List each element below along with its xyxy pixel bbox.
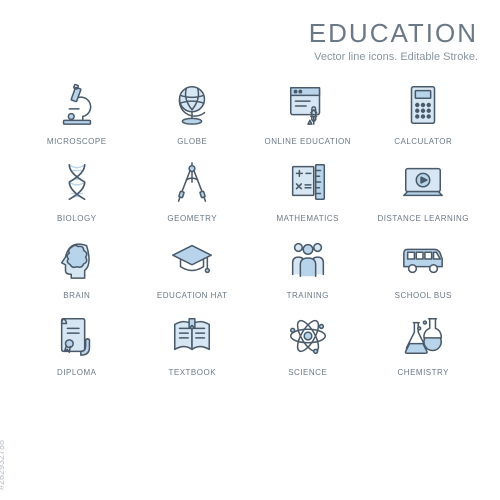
cell-textbook: TEXTBOOK <box>138 308 248 377</box>
label: MATHEMATICS <box>276 214 339 223</box>
label: SCIENCE <box>288 368 327 377</box>
biology-icon <box>49 154 105 210</box>
label: MICROSCOPE <box>47 137 107 146</box>
geometry-icon <box>164 154 220 210</box>
page-title: EDUCATION <box>22 18 478 49</box>
label: TEXTBOOK <box>168 368 216 377</box>
science-icon <box>280 308 336 364</box>
label: SCHOOL BUS <box>395 291 452 300</box>
watermark: #262932788 <box>0 440 6 490</box>
diploma-icon <box>49 308 105 364</box>
label: CHEMISTRY <box>398 368 449 377</box>
cell-globe: GLOBE <box>138 77 248 146</box>
microscope-icon <box>49 77 105 133</box>
cell-school-bus: SCHOOL BUS <box>369 231 479 300</box>
label: DISTANCE LEARNING <box>378 214 469 223</box>
cell-online-education: ONLINE EDUCATION <box>253 77 363 146</box>
icon-grid: MICROSCOPE GLOBE <box>22 77 478 377</box>
label: TRAINING <box>287 291 329 300</box>
mathematics-icon <box>280 154 336 210</box>
chemistry-icon <box>395 308 451 364</box>
cell-microscope: MICROSCOPE <box>22 77 132 146</box>
label: ONLINE EDUCATION <box>264 137 351 146</box>
cell-biology: BIOLOGY <box>22 154 132 223</box>
distance-learning-icon <box>395 154 451 210</box>
cell-science: SCIENCE <box>253 308 363 377</box>
cell-training: TRAINING <box>253 231 363 300</box>
header: EDUCATION Vector line icons. Editable St… <box>22 18 478 63</box>
training-icon <box>280 231 336 287</box>
label: CALCULATOR <box>394 137 452 146</box>
cell-calculator: CALCULATOR <box>369 77 479 146</box>
school-bus-icon <box>395 231 451 287</box>
cell-distance-learning: DISTANCE LEARNING <box>369 154 479 223</box>
online-education-icon <box>280 77 336 133</box>
cell-geometry: GEOMETRY <box>138 154 248 223</box>
cell-education-hat: EDUCATION HAT <box>138 231 248 300</box>
brain-icon <box>49 231 105 287</box>
textbook-icon <box>164 308 220 364</box>
cell-brain: BRAIN <box>22 231 132 300</box>
label: GEOMETRY <box>167 214 217 223</box>
page-subtitle: Vector line icons. Editable Stroke. <box>22 51 478 63</box>
cell-chemistry: CHEMISTRY <box>369 308 479 377</box>
calculator-icon <box>395 77 451 133</box>
cell-diploma: DIPLOMA <box>22 308 132 377</box>
label: DIPLOMA <box>57 368 97 377</box>
label: GLOBE <box>177 137 207 146</box>
label: BRAIN <box>63 291 90 300</box>
label: BIOLOGY <box>57 214 97 223</box>
cell-mathematics: MATHEMATICS <box>253 154 363 223</box>
globe-icon <box>164 77 220 133</box>
label: EDUCATION HAT <box>157 291 228 300</box>
education-hat-icon <box>164 231 220 287</box>
